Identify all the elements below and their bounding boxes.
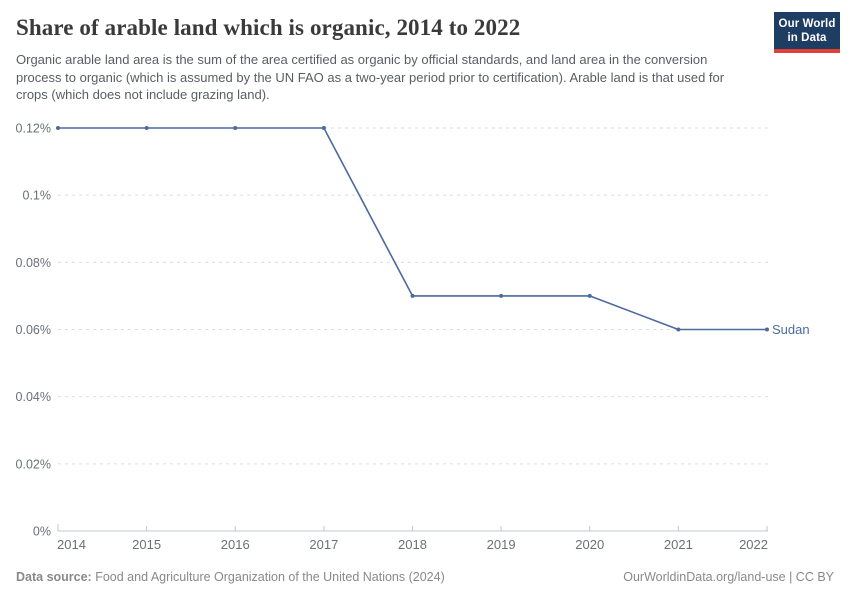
- chart-footer: Data source: Food and Agriculture Organi…: [16, 570, 834, 584]
- owid-logo: Our World in Data: [774, 12, 840, 54]
- y-tick-label: 0.06%: [16, 323, 51, 337]
- data-point-2017: [321, 126, 326, 130]
- credit-link[interactable]: OurWorldinData.org/land-use | CC BY: [623, 570, 834, 584]
- y-tick-label: 0.08%: [16, 256, 51, 270]
- y-tick-label: 0.12%: [16, 122, 51, 136]
- data-point-2018: [410, 293, 415, 298]
- data-point-2022: [765, 327, 769, 332]
- x-tick-label: 2014: [57, 537, 86, 552]
- data-source: Data source: Food and Agriculture Organi…: [16, 570, 445, 584]
- data-point-2015: [144, 126, 149, 130]
- data-point-2016: [233, 126, 238, 130]
- owid-logo-line2: in Data: [787, 32, 827, 45]
- series-line-sudan: [57, 127, 768, 331]
- x-tick-label: 2016: [221, 537, 250, 552]
- y-tick-label: 0.02%: [16, 457, 51, 471]
- y-tick-label: 0.1%: [23, 189, 52, 203]
- owid-logo-line1: Our World: [778, 18, 836, 30]
- data-source-text: Food and Agriculture Organization of the…: [95, 570, 445, 584]
- x-tick-label: 2020: [575, 537, 604, 552]
- chart-subtitle: Organic arable land area is the sum of t…: [16, 51, 725, 103]
- data-source-label: Data source:: [16, 570, 92, 584]
- x-tick-label: 2017: [309, 537, 338, 552]
- page-title: Share of arable land which is organic, 2…: [16, 15, 521, 40]
- data-point-2020: [587, 293, 592, 298]
- x-tick-label: 2022: [739, 537, 768, 552]
- data-point-2021: [676, 327, 681, 332]
- x-tick-label: 2018: [398, 537, 427, 552]
- y-tick-label: 0.04%: [16, 390, 51, 404]
- x-tick-label: 2019: [487, 537, 516, 552]
- data-point-2014: [56, 126, 60, 130]
- chart-header: Share of arable land which is organic, 2…: [0, 0, 850, 104]
- x-tick-label: 2015: [132, 537, 161, 552]
- series-label-sudan: Sudan: [772, 322, 810, 337]
- x-tick-label: 2021: [664, 537, 693, 552]
- data-point-2019: [499, 293, 504, 298]
- y-tick-label: 0%: [33, 525, 51, 539]
